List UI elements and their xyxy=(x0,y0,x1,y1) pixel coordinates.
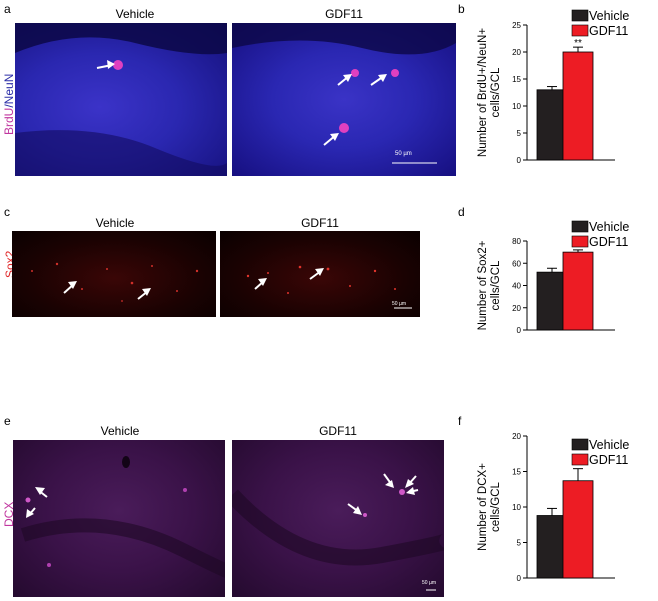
arrow-icon xyxy=(309,268,324,280)
legend-label-gdf11: GDF11 xyxy=(589,235,628,249)
arrow-icon xyxy=(35,487,48,498)
bar-vehicle xyxy=(536,89,568,161)
micrograph-vehicle-brdu xyxy=(15,23,227,176)
labelled-cell xyxy=(363,513,367,517)
y-tick-label: 20 xyxy=(512,432,521,441)
scale-bar-label: 50 µm xyxy=(395,151,412,157)
y-tick-label: 15 xyxy=(512,468,521,477)
y-axis-label: Number of DCX+ xyxy=(477,463,489,551)
scale-bar-label: 50 µm xyxy=(392,301,406,307)
arrow-icon xyxy=(337,74,352,86)
micrograph-vehicle-sox2 xyxy=(12,231,216,317)
y-tick-label: 40 xyxy=(512,282,521,291)
micrograph-gdf11-sox2: 50 µm xyxy=(220,231,420,317)
legend-swatch-gdf11 xyxy=(571,235,589,248)
legend-label-vehicle: Vehicle xyxy=(589,9,629,23)
bar-vehicle xyxy=(536,515,568,579)
micrograph-texture xyxy=(31,262,199,302)
y-tick-label: 20 xyxy=(512,304,521,313)
condition-label-gdf11-c: GDF11 xyxy=(301,216,339,230)
y-axis-label: Number of BrdU+/NeuN+ xyxy=(477,28,489,157)
labelled-cell xyxy=(399,489,405,495)
arrow-icon xyxy=(96,60,115,69)
labelled-cell xyxy=(25,497,31,503)
legend-label-gdf11: GDF11 xyxy=(589,24,628,38)
micrograph-texture xyxy=(246,265,412,309)
condition-label-vehicle-e: Vehicle xyxy=(100,424,140,438)
condition-label-vehicle-c: Vehicle xyxy=(95,216,135,230)
micrograph-gdf11-dcx: 50 µm xyxy=(232,440,444,597)
y-tick-label: 10 xyxy=(512,503,521,512)
significance-marker: ** xyxy=(574,38,582,49)
legend-swatch-gdf11 xyxy=(571,24,589,37)
labelled-cell xyxy=(339,123,349,133)
labelled-cell xyxy=(391,69,399,77)
condition-label-vehicle-a: Vehicle xyxy=(115,7,155,21)
y-tick-label: 20 xyxy=(512,48,521,57)
y-tick-label: 0 xyxy=(517,574,522,583)
micrograph-vehicle-dcx xyxy=(13,440,225,597)
chart-b: 0 5 10 15 20 25 Number of BrdU+/NeuN+ cells/GCL… xyxy=(477,9,629,165)
bar-gdf11 xyxy=(562,51,594,161)
y-axis-label: cells/GCL xyxy=(490,481,502,531)
panel-label-f: f xyxy=(458,414,462,428)
legend-swatch-vehicle xyxy=(571,438,589,451)
bar-vehicle xyxy=(536,271,568,331)
legend-label-vehicle: Vehicle xyxy=(589,438,629,452)
panel-label-c: c xyxy=(4,205,10,219)
labelled-cell xyxy=(351,69,359,77)
panel-label-e: e xyxy=(4,414,11,428)
y-tick-label: 0 xyxy=(517,326,522,335)
y-tick-label: 15 xyxy=(512,75,521,84)
arrow-icon xyxy=(323,133,339,146)
legend-swatch-gdf11 xyxy=(571,453,589,466)
scale-bar-label: 50 µm xyxy=(422,580,436,586)
arrow-icon xyxy=(383,473,394,488)
arrow-icon xyxy=(405,475,417,488)
legend-swatch-vehicle xyxy=(571,9,589,22)
arrow-icon xyxy=(347,503,362,515)
micrograph-gdf11-brdu: 50 µm xyxy=(232,23,456,176)
bar-gdf11 xyxy=(562,251,594,331)
panel-label-d: d xyxy=(458,205,465,219)
y-tick-label: 5 xyxy=(517,129,522,138)
y-tick-label: 60 xyxy=(512,259,521,268)
arrow-icon xyxy=(406,487,419,495)
micrograph-texture xyxy=(232,473,444,591)
panel-label-a: a xyxy=(4,2,11,16)
y-tick-label: 0 xyxy=(517,156,522,165)
y-tick-label: 10 xyxy=(512,102,521,111)
condition-label-gdf11-e: GDF11 xyxy=(319,424,357,438)
arrow-icon xyxy=(370,74,387,86)
legend-swatch-vehicle xyxy=(571,220,589,233)
condition-label-gdf11-a: GDF11 xyxy=(325,7,363,21)
panel-label-b: b xyxy=(458,2,465,16)
arrow-icon xyxy=(137,288,151,300)
labelled-cell xyxy=(113,60,123,70)
arrow-icon xyxy=(63,281,77,294)
micrograph-texture xyxy=(20,456,225,578)
legend-label-gdf11: GDF11 xyxy=(589,453,628,467)
y-tick-label: 25 xyxy=(512,21,521,30)
y-axis-label: cells/GCL xyxy=(490,260,502,310)
micrograph-texture xyxy=(232,23,456,164)
arrow-icon xyxy=(26,507,36,518)
y-tick-label: 5 xyxy=(517,539,522,548)
y-tick-label: 80 xyxy=(512,237,521,246)
micrograph-texture xyxy=(15,23,227,176)
bar-gdf11 xyxy=(562,480,594,579)
legend-label-vehicle: Vehicle xyxy=(589,220,629,234)
arrow-icon xyxy=(254,278,267,290)
y-axis-label: Number of Sox2+ xyxy=(477,240,489,330)
y-axis-label: cells/GCL xyxy=(490,67,502,117)
